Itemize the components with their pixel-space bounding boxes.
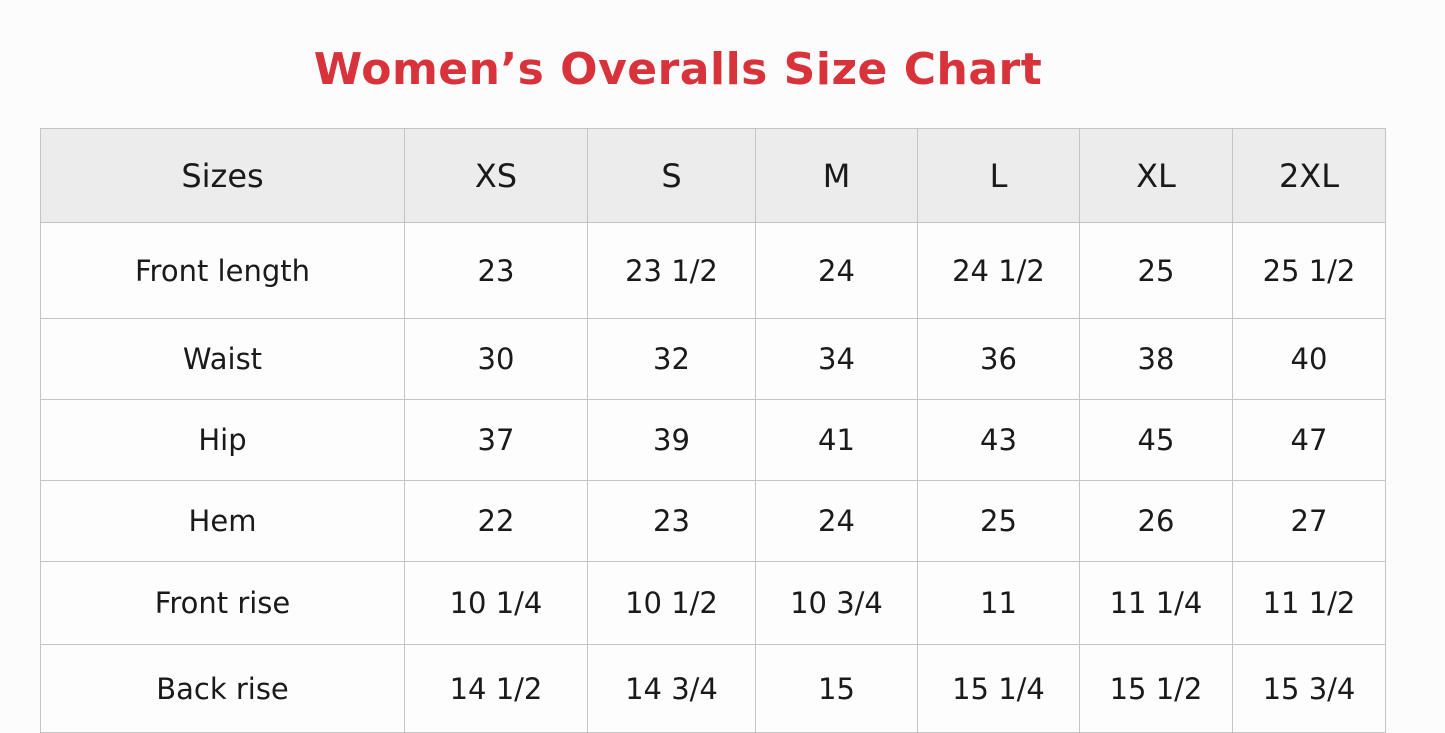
cell: 27 (1232, 480, 1386, 562)
cell: 14 3/4 (587, 644, 756, 733)
cell: 41 (755, 399, 918, 481)
cell: 25 (917, 480, 1080, 562)
cell: 36 (917, 318, 1080, 400)
cell: 11 1/4 (1079, 561, 1233, 645)
cell: 38 (1079, 318, 1233, 400)
cell: 10 3/4 (755, 561, 918, 645)
cell: 11 1/2 (1232, 561, 1386, 645)
cell: 23 (404, 222, 588, 319)
cell: 15 1/2 (1079, 644, 1233, 733)
header-cell: S (587, 128, 756, 223)
cell: 39 (587, 399, 756, 481)
cell: 14 1/2 (404, 644, 588, 733)
cell: 11 (917, 561, 1080, 645)
header-cell: XS (404, 128, 588, 223)
table-row: Hip 37 39 41 43 45 47 (40, 399, 1386, 481)
cell: 43 (917, 399, 1080, 481)
cell: 15 (755, 644, 918, 733)
cell: 40 (1232, 318, 1386, 400)
row-label: Back rise (40, 644, 405, 733)
size-table: Sizes XS S M L XL 2XL Front length 23 23 1/2 24 24… (40, 128, 1386, 733)
title: Women’s Overalls Size Chart (313, 44, 1043, 95)
cell: 15 3/4 (1232, 644, 1386, 733)
cell: 10 1/4 (404, 561, 588, 645)
cell: 22 (404, 480, 588, 562)
cell: 34 (755, 318, 918, 400)
table-row: Hem 22 23 24 25 26 27 (40, 480, 1386, 562)
cell: 23 1/2 (587, 222, 756, 319)
cell: 24 (755, 480, 918, 562)
cell: 23 (587, 480, 756, 562)
header-cell: Sizes (40, 128, 405, 223)
cell: 24 (755, 222, 918, 319)
header-cell: M (755, 128, 918, 223)
cell: 24 1/2 (917, 222, 1080, 319)
cell: 47 (1232, 399, 1386, 481)
table-row: Front length 23 23 1/2 24 24 1/2 25 25 1/2 (40, 222, 1386, 319)
header-cell: 2XL (1232, 128, 1386, 223)
row-label: Hip (40, 399, 405, 481)
table-body: Front length 23 23 1/2 24 24 1/2 25 25 1/2 Wais… (40, 222, 1386, 733)
cell: 25 (1079, 222, 1233, 319)
cell: 30 (404, 318, 588, 400)
table-row: Front rise 10 1/4 10 1/2 10 3/4 11 11 1/4 11 1… (40, 561, 1386, 645)
cell: 45 (1079, 399, 1233, 481)
row-label: Waist (40, 318, 405, 400)
header-cell: L (917, 128, 1080, 223)
header-row: Sizes XS S M L XL 2XL (40, 128, 1386, 223)
header-cell: XL (1079, 128, 1233, 223)
cell: 26 (1079, 480, 1233, 562)
cell: 32 (587, 318, 756, 400)
cell: 15 1/4 (917, 644, 1080, 733)
table-row: Back rise 14 1/2 14 3/4 15 15 1/4 15 1/2 15 3/… (40, 644, 1386, 733)
cell: 10 1/2 (587, 561, 756, 645)
cell: 37 (404, 399, 588, 481)
row-label: Hem (40, 480, 405, 562)
table-row: Waist 30 32 34 36 38 40 (40, 318, 1386, 400)
cell: 25 1/2 (1232, 222, 1386, 319)
row-label: Front rise (40, 561, 405, 645)
row-label: Front length (40, 222, 405, 319)
